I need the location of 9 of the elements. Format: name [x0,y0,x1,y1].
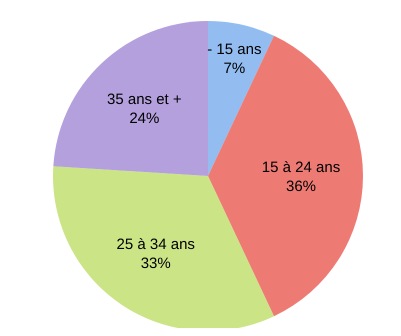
slice-label: 15 à 24 ans [262,159,340,176]
slice-label: - 15 ans [207,41,262,58]
slice-label: 25 à 34 ans [116,236,195,253]
data-label: 7% [224,60,246,78]
data-label: 36% [286,178,316,195]
slice-label: 35 ans et + [107,91,182,108]
pie-slice [53,21,208,176]
data-label: 24% [129,110,160,128]
data-label: 33% [140,254,171,272]
